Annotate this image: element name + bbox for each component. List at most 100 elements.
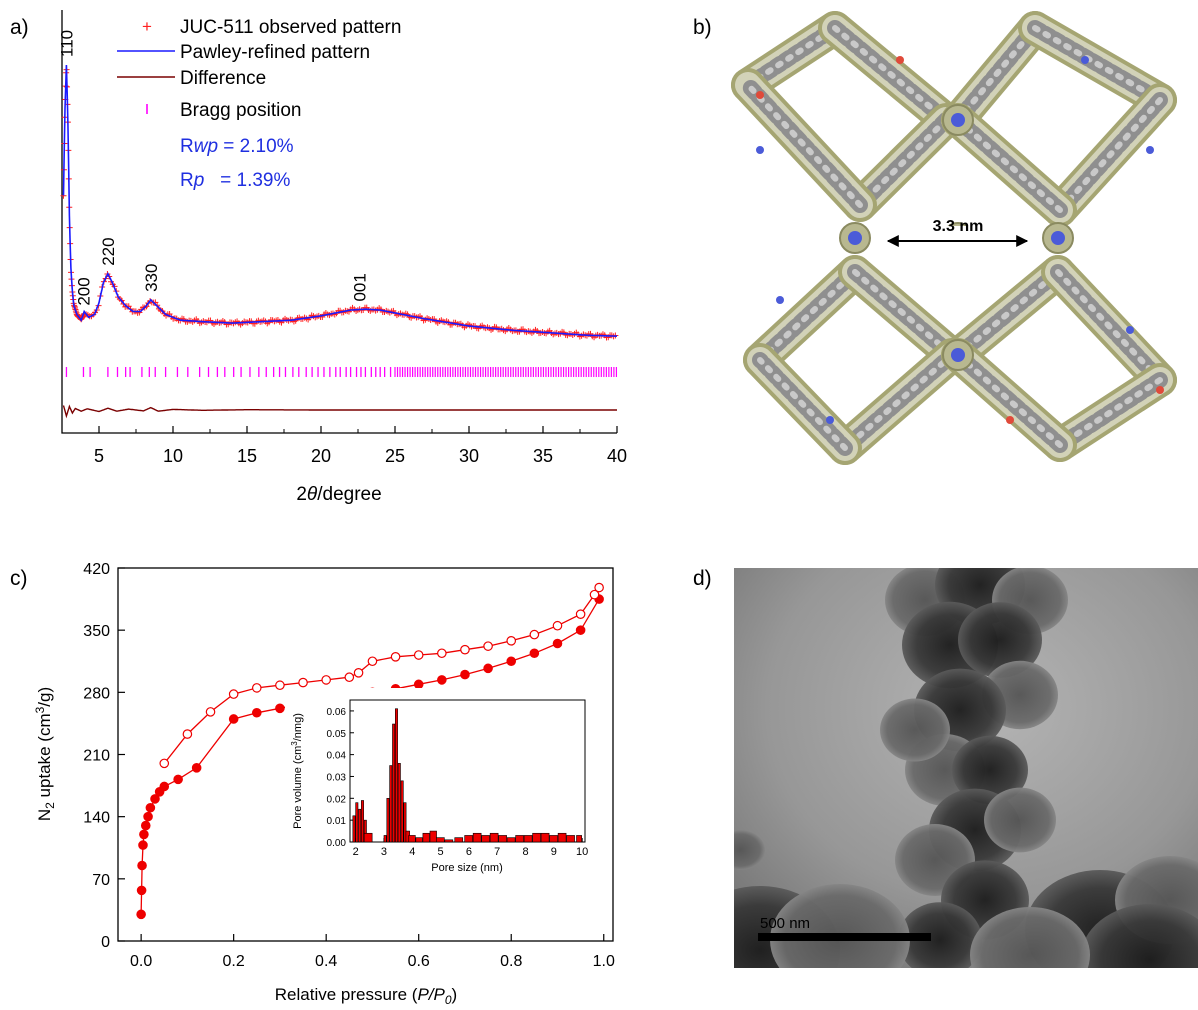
tem-particle xyxy=(970,907,1090,968)
inset-y-tick-label: 0.06 xyxy=(327,707,347,718)
framework-structure xyxy=(731,11,1177,465)
peak-label: 200 xyxy=(74,277,93,305)
iso-y-tick-label: 70 xyxy=(92,872,110,889)
adsorption-point xyxy=(136,885,147,896)
inset-x-tick-label: 4 xyxy=(409,846,415,858)
adsorption-point xyxy=(139,829,149,840)
inset-y-tick-label: 0.00 xyxy=(327,838,347,849)
tem-particles xyxy=(734,568,1198,968)
adsorption-point xyxy=(138,840,148,850)
framework-wall-core xyxy=(1055,269,1163,383)
inset-bars xyxy=(352,708,582,843)
observed-point xyxy=(136,309,143,316)
peak-label: 110 xyxy=(57,30,76,57)
pxrd-x-ticks: 5 10 15 20 25 30 35 40 xyxy=(94,426,627,466)
peak-label: 220 xyxy=(99,237,118,265)
desorption-point xyxy=(344,672,355,683)
inset-y-tick-label: 0.05 xyxy=(327,729,347,740)
pxrd-x-tick-label: 20 xyxy=(311,446,331,466)
framework-node-core xyxy=(951,348,965,362)
inset-bar xyxy=(506,837,516,843)
tem-particle xyxy=(898,902,982,968)
adsorption-point xyxy=(136,909,146,920)
isotherm-series xyxy=(136,582,604,920)
adsorption-point xyxy=(228,714,239,724)
desorption-point xyxy=(594,582,604,593)
framework-node-core xyxy=(848,231,862,245)
desorption-point xyxy=(483,641,493,651)
inset-bar xyxy=(549,835,558,843)
panel-label-a: a) xyxy=(10,16,29,39)
desorption-point xyxy=(575,609,586,619)
pxrd-x-tick-label: 15 xyxy=(237,446,257,466)
inset-bar xyxy=(400,780,404,843)
framework-wall-core xyxy=(1057,377,1163,448)
pore-size-inset: 2 3 4 5 6 7 8 9 10 0.00 0.01 0.02 0.03 0.04 0.05 0.06 P… xyxy=(285,688,590,874)
inset-bar xyxy=(444,839,454,843)
adsorption-point xyxy=(173,774,183,785)
inset-bar xyxy=(386,798,390,843)
inset-bar xyxy=(557,832,567,843)
inset-x-tick-label: 8 xyxy=(522,846,528,858)
inset-bar xyxy=(515,835,524,843)
framework-wall-core xyxy=(955,352,1063,448)
inset-x-tick-label: 6 xyxy=(466,846,472,858)
framework-wall-core xyxy=(745,25,838,88)
desorption-point xyxy=(251,683,262,693)
adsorption-point xyxy=(460,669,470,680)
pxrd-x-tick-label: 35 xyxy=(533,446,553,466)
desorption-point xyxy=(390,652,401,662)
pxrd-x-tick-label: 40 xyxy=(607,446,627,466)
desorption-line xyxy=(163,587,600,764)
inset-x-axis-label: Pore size (nm) xyxy=(431,862,503,874)
framework-atom xyxy=(896,56,904,64)
inset-x-tick-label: 5 xyxy=(438,846,444,858)
inset-bar xyxy=(489,832,499,843)
adsorption-point xyxy=(437,675,447,685)
framework-wall-core xyxy=(832,25,949,123)
desorption-point xyxy=(353,667,364,678)
adsorption-point xyxy=(145,802,156,813)
desorption-point xyxy=(367,656,378,667)
framework-wall-core xyxy=(1032,25,1163,103)
framework-atom xyxy=(1146,146,1154,154)
desorption-point xyxy=(205,707,216,717)
tem-particle xyxy=(984,787,1056,853)
iso-x-tick-label: 0.4 xyxy=(315,953,337,970)
peak-label: 001 xyxy=(350,273,369,301)
tem-particle xyxy=(770,884,910,968)
desorption-point xyxy=(460,644,470,655)
framework-atom xyxy=(1006,416,1014,424)
legend-label-difference: Difference xyxy=(180,68,266,89)
tem-particle xyxy=(734,830,765,870)
inset-bar xyxy=(352,815,356,843)
iso-y-tick-label: 0 xyxy=(101,934,110,951)
legend-symbol-observed: + xyxy=(142,17,152,36)
rwp-value: Rwp = 2.10% xyxy=(180,136,294,157)
tem-scale-label: 500 nm xyxy=(760,915,810,932)
adsorption-point xyxy=(506,656,517,667)
inset-bar xyxy=(422,832,430,843)
inset-bar xyxy=(576,835,582,843)
iso-y-tick-label: 280 xyxy=(83,685,110,702)
inset-bar xyxy=(429,830,437,843)
adsorption-point xyxy=(483,663,493,674)
framework-wall-core xyxy=(852,269,955,358)
adsorption-point xyxy=(191,763,202,773)
adsorption-point xyxy=(159,781,170,792)
desorption-point xyxy=(506,636,517,646)
adsorption-point xyxy=(143,811,153,822)
inset-x-tick-label: 3 xyxy=(381,846,387,858)
inset-bar xyxy=(397,763,401,843)
inset-bar xyxy=(355,802,359,843)
framework-wall-core xyxy=(955,269,1061,358)
inset-bar xyxy=(532,832,541,843)
inset-ticks: 2 3 4 5 6 7 8 9 10 0.00 0.01 0.02 0.03 0.04 0.05 0.06 xyxy=(327,707,589,858)
pxrd-x-tick-label: 30 xyxy=(459,446,479,466)
refined-line xyxy=(62,64,617,337)
inset-bar xyxy=(361,800,364,843)
inset-bar xyxy=(464,835,473,843)
desorption-point xyxy=(552,620,563,631)
inset-bar xyxy=(436,837,445,843)
